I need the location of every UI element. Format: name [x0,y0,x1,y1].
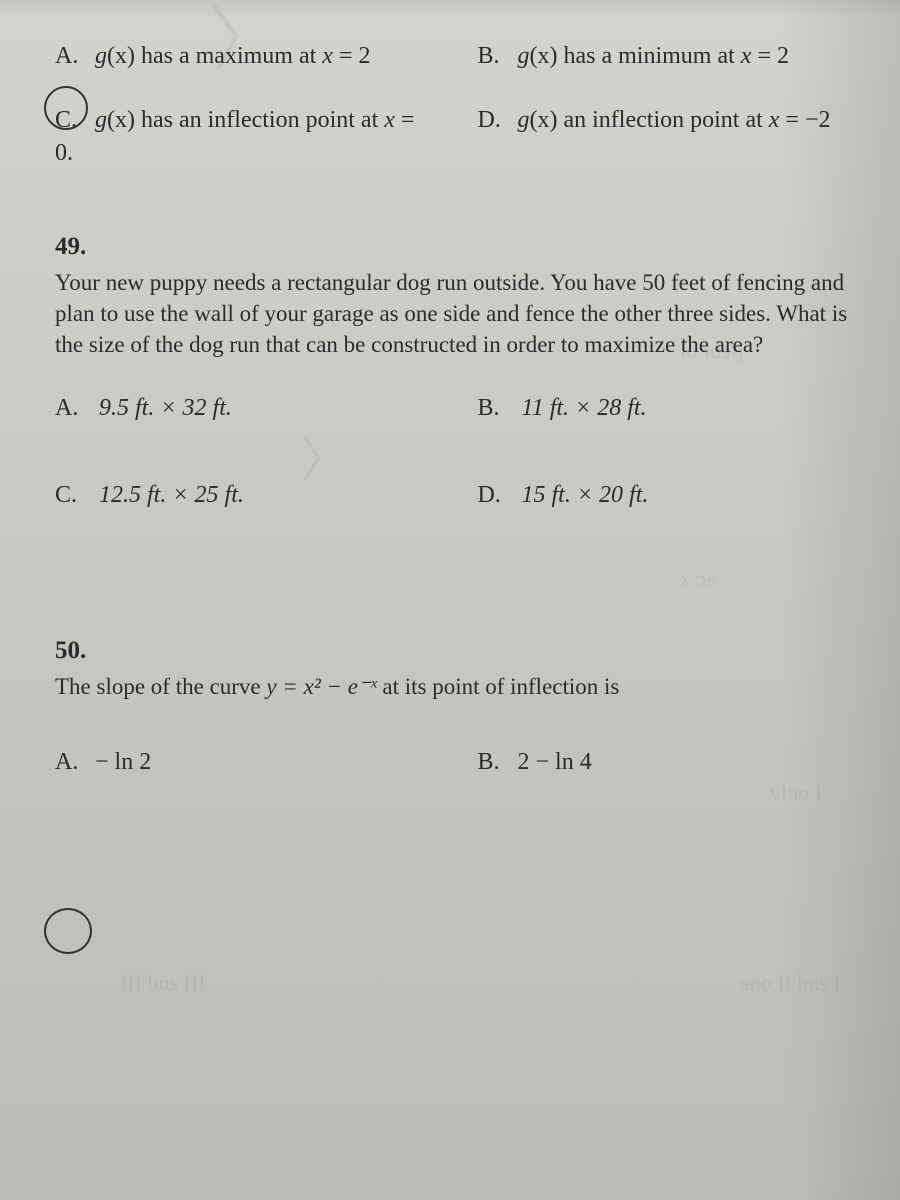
option-body: 15 ft. × 20 ft. [522,482,649,508]
q50-eqn: y = x² − e⁻ˣ [266,674,376,699]
paper-shadow-top [0,0,900,20]
q49-number: 49. [55,233,860,261]
q50-text: The slope of the curve y = x² − e⁻ˣ at i… [55,671,860,702]
option-letter: B. [478,40,512,72]
q48-option-b: B. g(x) has a minimum at x = 2 [478,40,861,72]
bleed-text: ɘno II bns I [740,970,841,996]
q48-option-d: D. g(x) an inflection point at x = −2 [478,104,861,136]
option-body: g(x) has an inflection point at x = 0. [55,107,414,165]
q50-option-b: B. 2 − ln 4 [478,746,861,778]
option-body: 11 ft. × 28 ft. [522,395,647,421]
option-body: 2 − ln 4 [518,749,592,775]
option-letter: A. [55,40,89,72]
q50-row1: A. − ln 2 B. 2 − ln 4 [55,740,860,784]
option-body: g(x) has a minimum at x = 2 [518,43,790,69]
pencil-circle-c [44,86,88,130]
q48-option-a: A. g(x) has a maximum at x = 2 [55,40,438,72]
q49-text: Your new puppy needs a rectangular dog r… [55,267,860,360]
q49-option-b: B. 11 ft. × 28 ft. [478,392,861,424]
q48-row1: A. g(x) has a maximum at x = 2 B. g(x) h… [55,34,860,78]
q49-option-d: D. 15 ft. × 20 ft. [478,479,861,511]
option-body: g(x) an inflection point at x = −2 [518,107,831,133]
worksheet-page: A. g(x) has a maximum at x = 2 B. g(x) h… [0,0,900,1200]
option-body: 9.5 ft. × 32 ft. [99,395,232,421]
option-letter: A. [55,746,89,778]
paper-shadow-right [780,0,900,1200]
bleed-text: III bns III [120,970,206,996]
option-body: 12.5 ft. × 25 ft. [99,482,244,508]
q49-option-c: C. 12.5 ft. × 25 ft. [55,479,438,511]
q48-option-c: C. g(x) has an inflection point at x = 0… [55,104,438,169]
option-letter: B. [478,392,512,424]
q48-row2: C. g(x) has an inflection point at x = 0… [55,98,860,175]
q50-option-a: A. − ln 2 [55,746,438,778]
option-letter: A. [55,392,89,424]
option-body: g(x) has a maximum at x = 2 [95,43,370,69]
q50-number: 50. [55,637,860,665]
q49-row1: A. 9.5 ft. × 32 ft. B. 11 ft. × 28 ft. [55,386,860,430]
option-letter: D. [478,479,512,511]
q49-row2: C. 12.5 ft. × 25 ft. D. 15 ft. × 20 ft. [55,473,860,517]
bleed-text: x ɔɘ [680,566,716,592]
option-letter: C. [55,479,89,511]
q50-text-pre: The slope of the curve [55,674,266,699]
q49-option-a: A. 9.5 ft. × 32 ft. [55,392,438,424]
option-body: − ln 2 [95,749,151,775]
option-letter: B. [478,746,512,778]
pencil-circle-a [44,908,92,954]
option-letter: D. [478,104,512,136]
q50-text-post: at its point of inflection is [377,674,620,699]
